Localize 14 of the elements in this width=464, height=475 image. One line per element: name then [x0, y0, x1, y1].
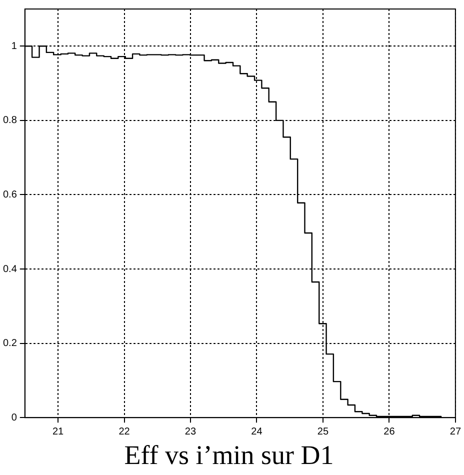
y-tick-label: 1	[11, 40, 18, 52]
x-tick-label: 23	[184, 426, 196, 438]
y-tick-label: 0	[11, 412, 18, 424]
x-tick-label: 24	[251, 426, 263, 438]
y-tick-label: 0.8	[2, 115, 18, 126]
y-tick-label: 0.6	[2, 189, 18, 200]
x-tick-label: 25	[317, 426, 329, 438]
x-tick-label: 21	[52, 426, 64, 438]
y-tick-label: 0.2	[2, 338, 18, 350]
x-tick-label: 22	[118, 426, 130, 438]
y-tick-label: 0.4	[2, 264, 18, 275]
x-tick-label: 27	[450, 426, 462, 438]
text: Eff vs i’min sur D1	[124, 440, 334, 470]
x-tick-label: 26	[384, 426, 396, 438]
